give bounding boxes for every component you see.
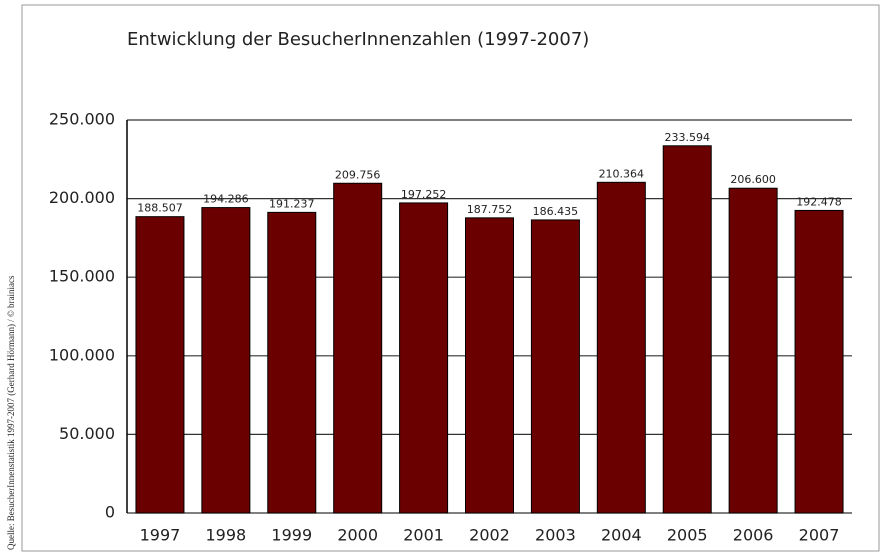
x-tick-label: 2004 [601, 526, 642, 545]
y-tick-label: 100.000 [49, 345, 115, 364]
bar [465, 217, 514, 514]
bar [530, 219, 580, 514]
y-tick-label: 50.000 [59, 424, 115, 443]
x-tick-label: 2005 [667, 526, 708, 545]
x-tick-label: 1997 [140, 526, 181, 545]
value-label: 187.752 [467, 203, 513, 216]
x-tick-label: 1998 [206, 526, 247, 545]
y-tick-label: 200.000 [49, 188, 115, 207]
value-label: 186.435 [533, 205, 579, 218]
value-label: 191.237 [269, 197, 315, 210]
value-label: 197.252 [401, 188, 447, 201]
bar [662, 145, 712, 514]
bar [267, 211, 317, 514]
value-label: 188.507 [137, 202, 183, 215]
value-label: 206.600 [730, 173, 776, 186]
frame [21, 4, 880, 552]
bar [399, 202, 449, 514]
source-note: Quelle: BesucherInnenstatistik 1997-2007… [6, 275, 16, 550]
x-tick-label: 1999 [271, 526, 312, 545]
bar [794, 209, 844, 514]
bar [135, 216, 185, 514]
value-label: 194.286 [203, 193, 249, 206]
value-label: 209.756 [335, 168, 381, 181]
value-label: 210.364 [599, 167, 645, 180]
x-tick-label: 2002 [469, 526, 510, 545]
value-label: 192.478 [796, 195, 842, 208]
chart-title: Entwicklung der BesucherInnenzahlen (199… [127, 29, 589, 50]
x-tick-label: 2003 [535, 526, 576, 545]
bar [333, 182, 383, 514]
y-tick-label: 0 [105, 503, 115, 522]
x-tick-label: 2007 [799, 526, 840, 545]
y-tick-label: 150.000 [49, 267, 115, 286]
x-tick-label: 2006 [733, 526, 774, 545]
bar [201, 207, 251, 514]
value-label: 233.594 [664, 131, 710, 144]
bar [596, 181, 646, 514]
x-tick-label: 2000 [337, 526, 378, 545]
bar [728, 187, 778, 514]
y-tick-label: 250.000 [49, 110, 115, 129]
x-tick-label: 2001 [403, 526, 444, 545]
